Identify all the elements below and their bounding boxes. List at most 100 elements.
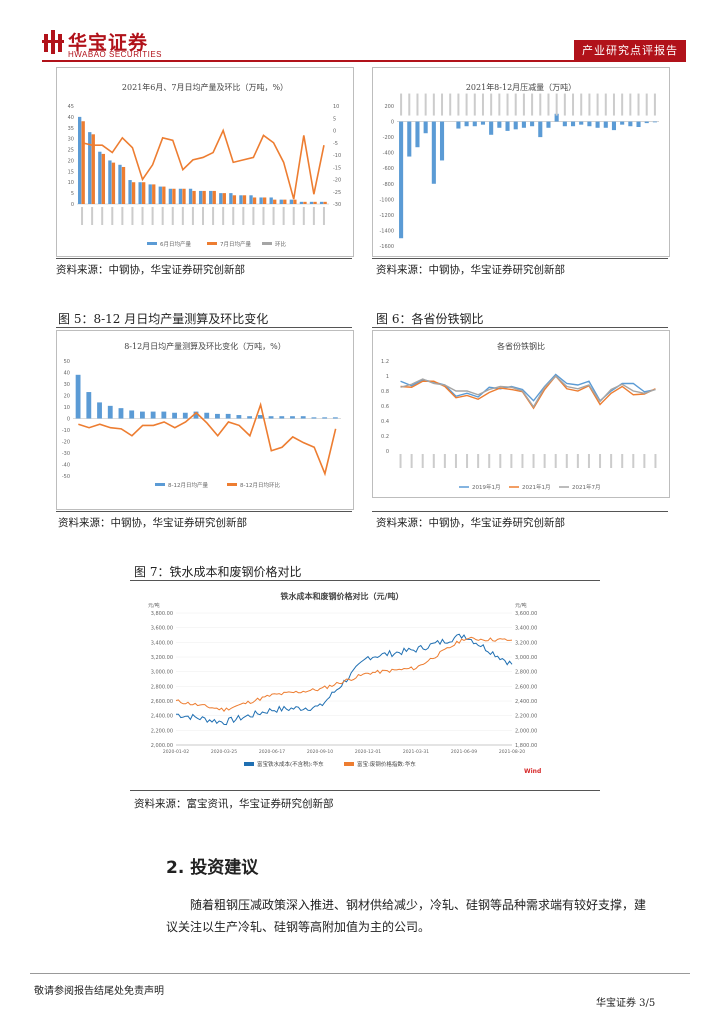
- y2-tick-label: 2,000.00: [515, 728, 537, 734]
- legend-swatch: [207, 242, 217, 245]
- bar-june: [209, 190, 213, 204]
- brand-name-en: HWABAO SECURITIES: [68, 50, 162, 59]
- bar-july: [101, 153, 106, 204]
- y-tick-label: 50: [64, 359, 70, 365]
- x-category-label: [212, 207, 215, 225]
- figure-label-rule: [372, 327, 668, 328]
- y-tick-label: 0: [386, 449, 389, 455]
- x-category-label: [449, 93, 452, 116]
- bar-july: [313, 201, 317, 204]
- y2-tick-label: 5: [333, 116, 336, 122]
- section-tab: 产业研究点评报告: [574, 40, 686, 62]
- bar-daily-output: [204, 412, 210, 419]
- y2-tick-label: 3,600.00: [515, 611, 537, 617]
- x-category-label: [322, 207, 325, 225]
- footer-disclaimer: 敬请参阅报告结尾处免责声明: [34, 986, 164, 997]
- source-rule: [372, 258, 668, 259]
- figure-4-chart: 200 0 -200 -400 -600 -800 -1000 -1200 -1400 -1600: [379, 93, 659, 250]
- line-hot-metal-cost: [175, 633, 513, 726]
- y-tick-label: 1: [386, 374, 389, 380]
- y-tick-label: 35: [68, 126, 74, 132]
- bar-reduction: [423, 121, 428, 134]
- bar-july: [202, 190, 206, 204]
- y-tick-label: -1200: [379, 213, 394, 219]
- y-tick-label: 45: [68, 104, 74, 110]
- x-category-label: [410, 454, 413, 468]
- bar-daily-output: [257, 415, 263, 419]
- x-category-label: [432, 93, 435, 116]
- x-tick-label: 2020-09-10: [307, 749, 333, 755]
- legend-swatch: [262, 242, 272, 245]
- bar-daily-output: [268, 416, 274, 419]
- bar-reduction: [579, 121, 584, 125]
- bar-daily-output: [182, 412, 188, 419]
- x-category-label: [416, 93, 419, 116]
- x-category-label: [441, 93, 444, 116]
- x-category-label: [457, 93, 460, 116]
- bar-july: [262, 197, 267, 204]
- legend-swatch: [344, 762, 354, 766]
- y-tick-label: 30: [68, 137, 74, 143]
- figure-5-source: 资料来源：中钢协，华宝证券研究创新部: [58, 517, 247, 529]
- x-category-label: [181, 207, 184, 225]
- bar-reduction: [603, 121, 608, 128]
- y2-tick-label: -20: [333, 178, 341, 184]
- bar-june: [309, 201, 314, 204]
- bar-july: [232, 195, 237, 204]
- figure-5-chart: 50 40 30 20 10 0 -10 -20 -30 -40 -50 8-12月日均产量 8-12月…: [62, 359, 341, 489]
- bar-daily-output: [86, 392, 92, 419]
- bar-june: [259, 197, 263, 204]
- x-category-label: [580, 93, 583, 116]
- figure-6-chart: 1.2 1 0.8 0.6 0.4 0.2 0 2019年1月 2021年1月 2021年7月: [381, 359, 657, 491]
- y2-tick-label: 0: [333, 129, 336, 135]
- x-category-label: [555, 93, 558, 116]
- x-category-label: [141, 207, 144, 225]
- bar-june: [229, 193, 233, 204]
- y-tick-label: 0.4: [381, 419, 389, 425]
- y-unit-left: 元/吨: [148, 602, 160, 609]
- bar-june: [118, 164, 122, 204]
- bar-reduction: [439, 121, 445, 161]
- y-tick-label: -50: [62, 474, 70, 480]
- figure-5-label: 图 5：8-12 月日均产量测算及环比变化: [58, 312, 269, 326]
- source-rule: [56, 511, 352, 512]
- bar-june: [239, 195, 243, 204]
- bar-daily-output: [236, 415, 242, 419]
- figure-label-rule: [130, 580, 600, 581]
- bar-july: [111, 162, 116, 204]
- line-series: [400, 374, 656, 410]
- x-category-label: [131, 207, 134, 225]
- bar-july: [162, 186, 166, 204]
- y-tick-label: 3,000.00: [151, 670, 173, 676]
- bar-daily-output: [150, 411, 156, 419]
- x-tick-label: 2020-01-02: [163, 749, 189, 755]
- x-category-label: [532, 454, 535, 468]
- y-tick-label: 40: [68, 115, 74, 121]
- y-tick-label: -10: [62, 428, 70, 434]
- legend-label: 8-12月日均环比: [240, 481, 280, 489]
- figure-label-rule: [56, 327, 352, 328]
- y-tick-label: 0.2: [381, 434, 389, 440]
- x-category-label: [481, 93, 484, 116]
- x-category-label: [488, 454, 491, 468]
- x-category-label: [465, 93, 468, 116]
- bar-june: [148, 184, 152, 204]
- bar-reduction: [628, 121, 633, 127]
- bar-reduction: [652, 121, 657, 123]
- x-category-label: [252, 207, 255, 225]
- x-tick-label: 2021-06-09: [451, 749, 477, 755]
- bar-reduction: [546, 121, 551, 128]
- bar-july: [303, 201, 307, 204]
- x-category-label: [565, 454, 568, 468]
- x-category-label: [161, 207, 164, 225]
- y-tick-label: 2,800.00: [151, 684, 173, 690]
- figure-5-chart-title: 8-12月日均产量测算及环比变化（万吨，%）: [124, 342, 286, 351]
- bar-june: [219, 193, 223, 204]
- line-mom: [81, 128, 325, 200]
- x-category-label: [292, 207, 295, 225]
- bar-reduction: [489, 121, 494, 135]
- y-tick-label: 0: [71, 202, 74, 208]
- y-tick-label: 5: [71, 191, 74, 197]
- bar-july: [293, 199, 297, 204]
- bar-june: [108, 160, 112, 204]
